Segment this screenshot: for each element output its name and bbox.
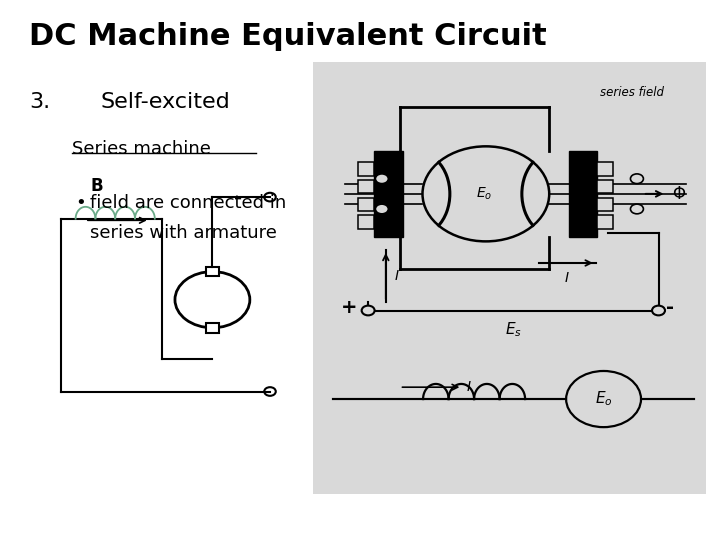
Text: $\Phi$: $\Phi$ (672, 185, 686, 203)
Text: series with armature: series with armature (90, 224, 277, 242)
Bar (359, 198, 374, 211)
Bar (359, 215, 374, 229)
Bar (598, 215, 613, 229)
Text: 3.: 3. (29, 92, 50, 112)
Circle shape (631, 174, 644, 184)
Circle shape (631, 204, 644, 214)
Bar (359, 162, 374, 176)
Bar (598, 162, 613, 176)
Text: $E_s$: $E_s$ (505, 320, 522, 339)
Circle shape (652, 306, 665, 315)
Text: +: + (341, 298, 357, 318)
Text: Series machine: Series machine (72, 140, 211, 158)
Text: Self-excited: Self-excited (101, 92, 230, 112)
Bar (206, 323, 219, 333)
Text: $I$: $I$ (564, 271, 570, 285)
Circle shape (361, 306, 374, 315)
Circle shape (423, 146, 549, 241)
Text: $I$: $I$ (395, 269, 400, 283)
Bar (598, 198, 613, 211)
Circle shape (566, 371, 641, 427)
Text: -: - (666, 298, 674, 318)
Text: $I$: $I$ (466, 380, 472, 394)
Bar (598, 180, 613, 193)
Bar (569, 151, 598, 237)
Text: series field: series field (600, 86, 664, 99)
Text: DC Machine Equivalent Circuit: DC Machine Equivalent Circuit (29, 22, 546, 51)
Text: field are connected in: field are connected in (90, 194, 287, 212)
Circle shape (375, 204, 388, 214)
Text: •: • (76, 194, 86, 212)
Bar (374, 151, 403, 237)
Text: $E_o$: $E_o$ (595, 390, 613, 408)
FancyBboxPatch shape (313, 62, 706, 494)
Text: $E_o$: $E_o$ (475, 186, 492, 202)
Circle shape (375, 174, 388, 184)
Bar (359, 180, 374, 193)
Text: B: B (90, 178, 103, 195)
Bar (206, 267, 219, 276)
